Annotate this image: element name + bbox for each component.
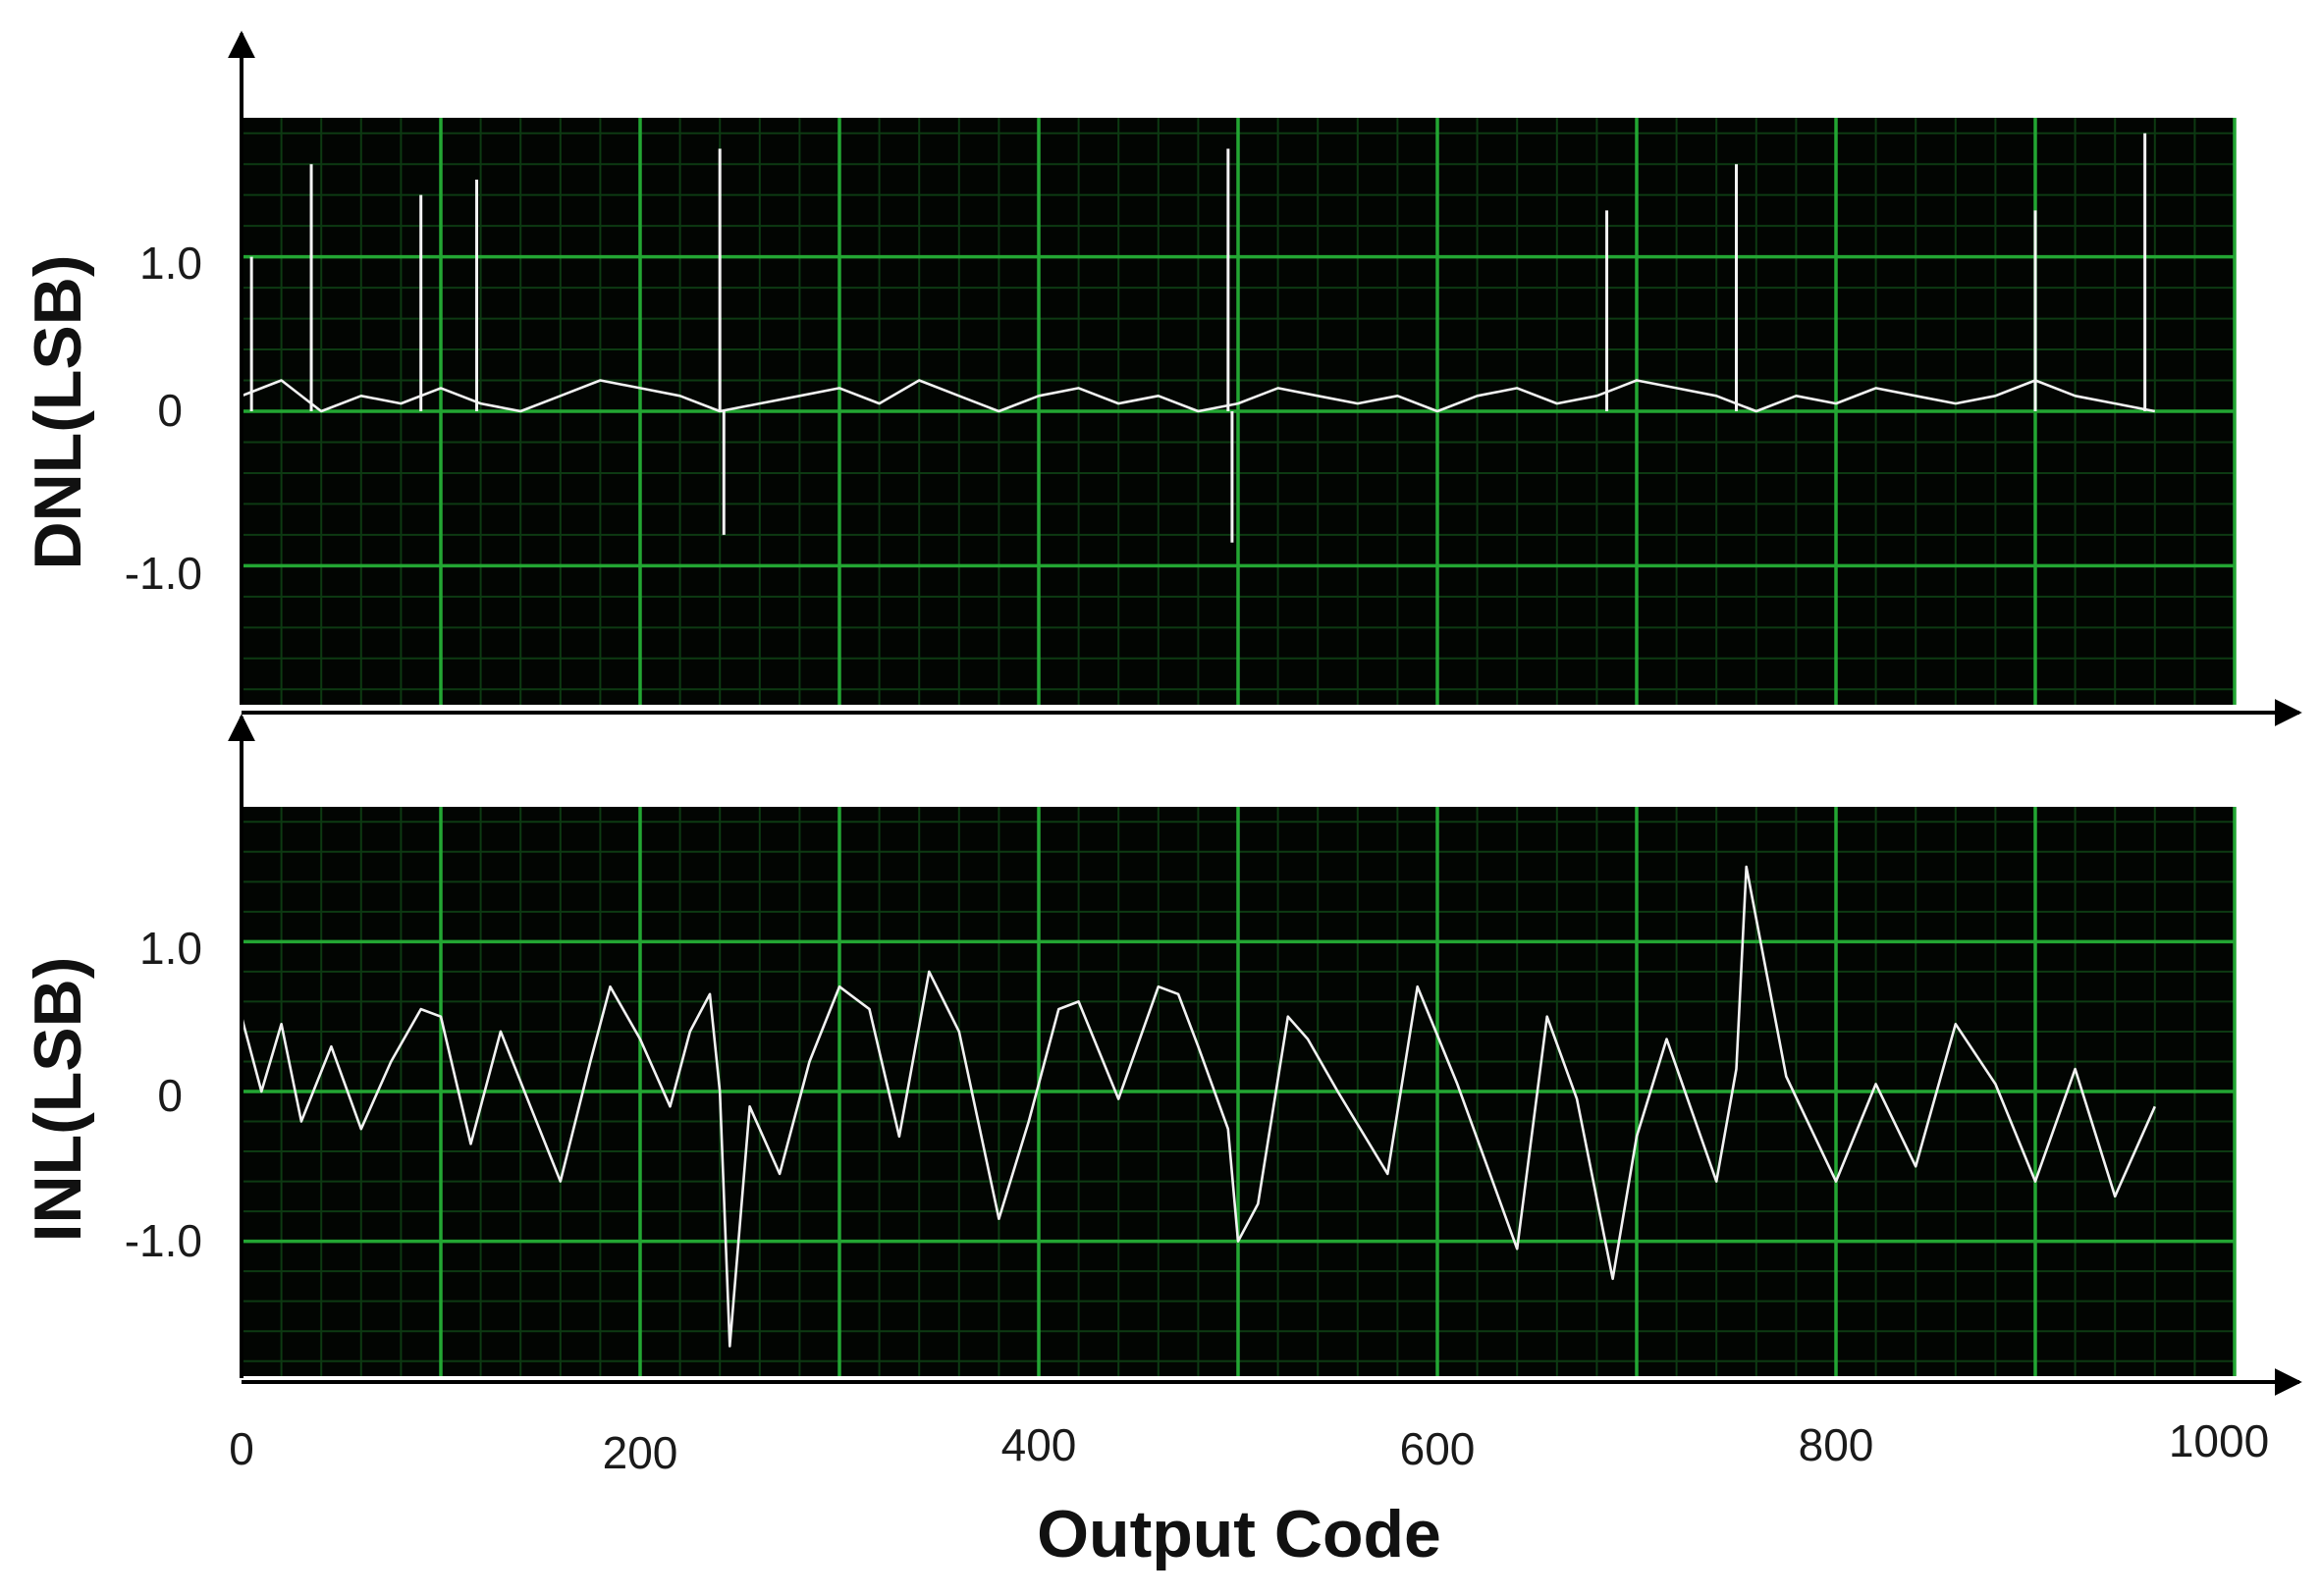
inl-ytick-label: -1.0 xyxy=(125,1215,202,1266)
dnl-grid xyxy=(240,118,2237,705)
xtick-label: 200 xyxy=(603,1427,678,1478)
dnl-panel: 1.0 0 -1.0 DNL(LSB) xyxy=(21,30,2302,726)
xtick-label: 600 xyxy=(1400,1423,1476,1474)
x-ticks: 0 200 400 600 800 1000 xyxy=(229,1415,2269,1478)
inl-ytick-label: 1.0 xyxy=(139,923,202,974)
xtick-label: 800 xyxy=(1799,1419,1874,1470)
inl-trace xyxy=(240,865,2156,1348)
inl-ytick-label: 0 xyxy=(157,1070,183,1121)
inl-y-ticks: 1.0 0 -1.0 xyxy=(125,923,202,1266)
inl-grid xyxy=(240,807,2237,1376)
dnl-ytick-label: 0 xyxy=(157,385,183,436)
xtick-label: 1000 xyxy=(2169,1415,2269,1466)
dnl-y-axis-title: DNL(LSB) xyxy=(21,254,95,569)
dnl-spikes xyxy=(249,133,2147,543)
xtick-label: 400 xyxy=(1001,1419,1077,1470)
inl-y-axis-title: INL(LSB) xyxy=(21,957,95,1243)
xtick-label: 0 xyxy=(229,1423,254,1474)
dnl-ytick-label: 1.0 xyxy=(139,238,202,289)
dnl-ytick-label: -1.0 xyxy=(125,548,202,599)
x-axis-title: Output Code xyxy=(1037,1497,1441,1571)
inl-panel: 1.0 0 -1.0 0 200 400 600 800 1000 INL(LS… xyxy=(21,714,2302,1571)
dnl-y-ticks: 1.0 0 -1.0 xyxy=(125,238,202,599)
dnl-trace xyxy=(241,379,2156,413)
